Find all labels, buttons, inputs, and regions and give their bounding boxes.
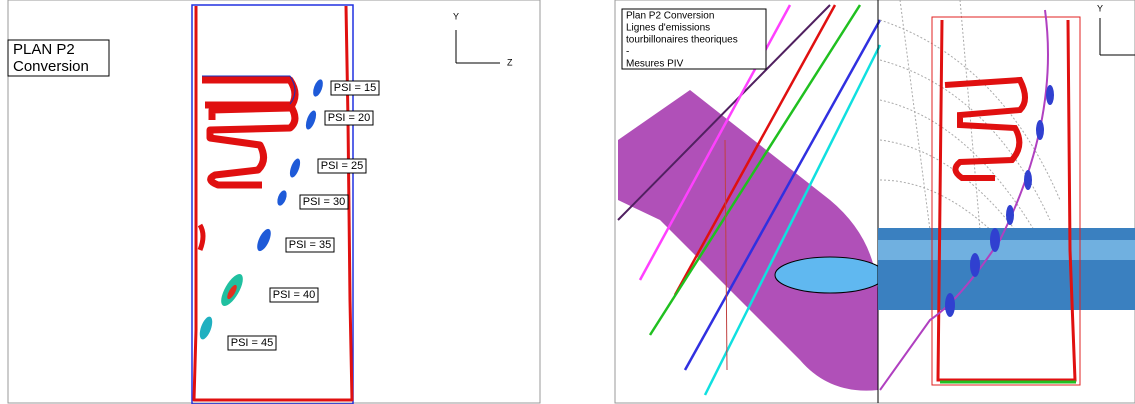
legend-line: - xyxy=(626,47,629,58)
pipe-opening xyxy=(775,257,885,293)
axis-label: Y xyxy=(1097,3,1103,13)
legend-line: tourbillonaires theoriques xyxy=(626,35,738,46)
panel-title: Conversion xyxy=(13,58,89,75)
legend-line: Plan P2 Conversion xyxy=(626,11,714,22)
psi-label: PSI = 15 xyxy=(334,82,377,94)
axis-label: Y xyxy=(453,11,459,21)
page: PSI = 15 PSI = 20 PSI = 25 PSI = 30 PSI = 35… xyxy=(0,0,1135,404)
panel-title: PLAN P2 xyxy=(13,41,75,58)
psi-label: PSI = 30 xyxy=(303,196,346,208)
psi-label: PSI = 20 xyxy=(328,112,371,124)
right-panel xyxy=(615,0,1135,403)
axis-label: Z xyxy=(507,57,513,67)
cylinder-highlight xyxy=(878,240,1135,260)
psi-label: PSI = 25 xyxy=(321,160,364,172)
psi-label: PSI = 45 xyxy=(231,337,274,349)
legend-line: Mesures PIV xyxy=(626,59,684,70)
figure: PSI = 15 PSI = 20 PSI = 25 PSI = 30 PSI = 35… xyxy=(0,0,1135,404)
psi-label: PSI = 40 xyxy=(273,289,316,301)
psi-label: PSI = 35 xyxy=(289,239,332,251)
legend-line: Lignes d'emissions xyxy=(626,23,710,34)
